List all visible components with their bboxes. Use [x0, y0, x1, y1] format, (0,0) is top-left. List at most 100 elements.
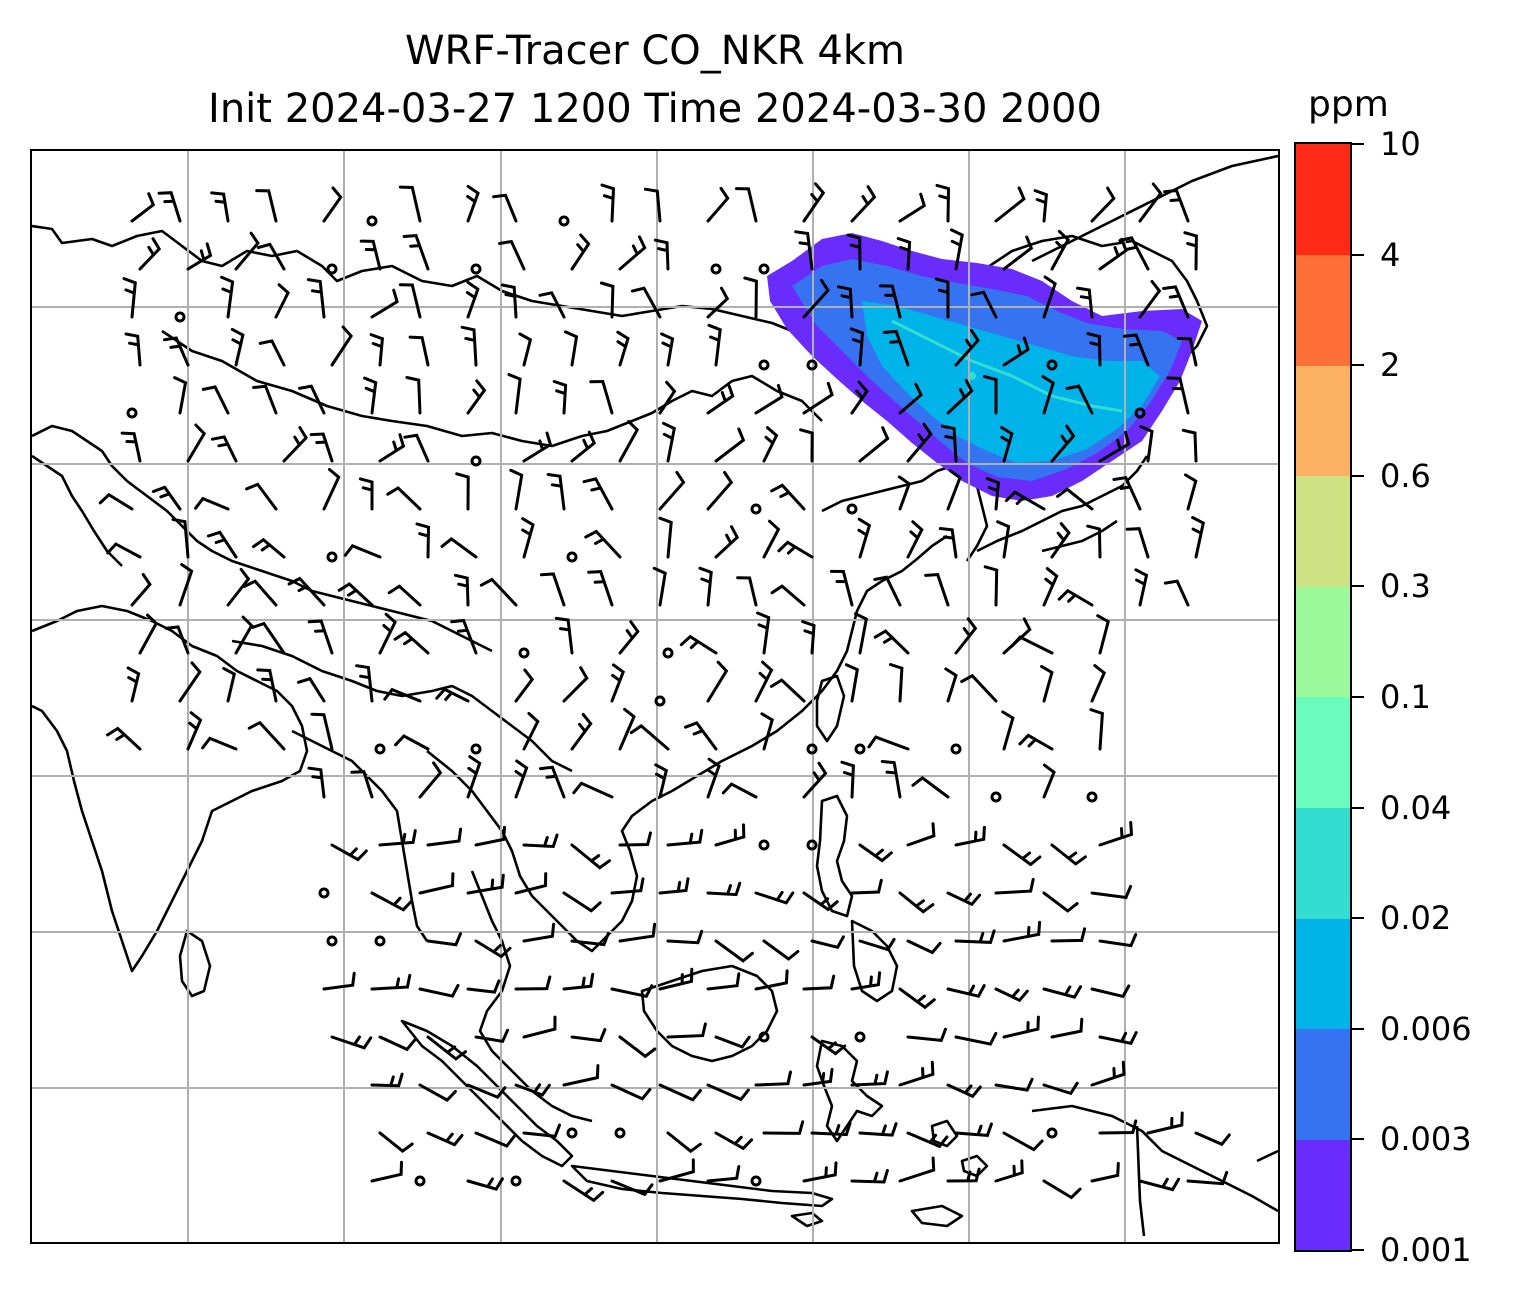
wind-barb	[770, 584, 806, 607]
wind-barb	[743, 276, 758, 319]
wind-barb	[426, 932, 462, 947]
wind-barb	[466, 184, 480, 223]
colorbar-segment	[1296, 1139, 1350, 1250]
wind-barb	[940, 424, 958, 463]
wind-barb	[1065, 384, 1094, 415]
wind-barb	[735, 187, 758, 223]
wind-barb	[850, 1169, 889, 1184]
wind-barb	[562, 1179, 605, 1203]
wind-barb	[206, 530, 238, 559]
colorbar-tick	[1352, 474, 1364, 477]
wind-barb	[310, 712, 334, 751]
wind-barb	[522, 1123, 561, 1138]
wind-barb	[466, 979, 501, 994]
wind-barb	[994, 1159, 1024, 1183]
wind-barb	[610, 984, 654, 999]
wind-barb	[954, 929, 996, 944]
plume-core	[862, 301, 1160, 463]
wind-calm-marker	[470, 455, 482, 467]
wind-barb	[1138, 279, 1162, 319]
wind-barb	[220, 275, 235, 319]
wind-barb	[256, 668, 278, 703]
wind-barb	[562, 1064, 600, 1087]
wind-barb	[938, 527, 958, 559]
wind-barb	[679, 634, 718, 655]
colorbar-segment	[1296, 144, 1350, 256]
wind-barb	[1194, 1131, 1231, 1147]
wind-barb	[1042, 275, 1057, 319]
wind-barb	[282, 426, 308, 463]
wind-barb	[1146, 1111, 1184, 1135]
wind-barb	[754, 969, 789, 991]
wind-barb	[440, 537, 478, 559]
wind-barb	[514, 668, 535, 703]
wind-barb	[466, 379, 487, 415]
wind-barb	[762, 1120, 805, 1135]
colorbar-tick-label: 0.003	[1380, 1120, 1472, 1159]
wind-barb	[564, 330, 579, 367]
wind-barb	[658, 470, 686, 511]
wind-barb	[850, 1070, 889, 1087]
wind-barb	[247, 720, 286, 751]
wind-calm-marker	[1134, 407, 1146, 419]
wind-barb	[873, 575, 902, 607]
wind-calm-marker	[326, 551, 338, 563]
wind-barb	[589, 379, 614, 415]
wind-barb	[398, 185, 422, 223]
wind-barb	[658, 877, 690, 895]
wind-barb	[378, 829, 417, 847]
wind-barb	[610, 1083, 652, 1101]
wind-calm-marker	[758, 359, 770, 371]
wind-barb	[514, 872, 548, 895]
colorbar-segment	[1296, 918, 1350, 1030]
wind-barb	[1090, 664, 1107, 703]
wind-barb	[1002, 617, 1032, 655]
wind-barb	[652, 566, 667, 607]
wind-barb	[850, 971, 882, 991]
wind-barb	[873, 629, 910, 655]
wind-barb	[1112, 475, 1142, 511]
wind-barb	[408, 335, 430, 367]
wind-barb	[610, 1179, 654, 1197]
wind-barb	[455, 472, 470, 511]
wind-barb	[378, 1131, 414, 1153]
wind-barb	[242, 579, 278, 607]
wind-calm-marker	[654, 695, 666, 707]
wind-barb	[370, 973, 412, 991]
wind-barb	[426, 1035, 467, 1061]
wind-barb	[1042, 891, 1079, 913]
wind-barb	[994, 186, 1026, 223]
wind-calm-marker	[374, 743, 386, 755]
wind-calm-marker	[750, 503, 762, 515]
wind-barb	[1162, 285, 1190, 319]
wind-barb	[518, 332, 533, 367]
wind-barb	[970, 290, 998, 319]
wind-calm-marker	[126, 407, 138, 419]
wind-barb	[1000, 426, 1014, 463]
wind-barb	[802, 1068, 834, 1087]
wind-barb	[418, 761, 443, 799]
wind-barb	[255, 189, 278, 223]
wind-barb	[618, 235, 647, 271]
map-canvas	[32, 151, 1278, 1242]
wind-barb	[307, 766, 326, 799]
wind-barb	[994, 877, 1035, 895]
wind-barb	[906, 1131, 949, 1149]
wind-barb	[418, 983, 460, 998]
wind-barb	[906, 422, 933, 463]
wind-barb	[1098, 933, 1138, 948]
wind-barb	[492, 193, 518, 223]
wind-barb	[946, 378, 974, 415]
wind-barb	[666, 1131, 702, 1154]
wind-barb	[714, 1035, 751, 1049]
wind-barb	[521, 517, 535, 559]
wind-barb	[1163, 579, 1190, 607]
wind-barb	[935, 183, 951, 223]
wind-calm-marker	[806, 359, 818, 371]
wind-barb	[946, 891, 982, 907]
wind-barb	[714, 939, 754, 963]
wind-barb	[226, 567, 251, 607]
colorbar-tick	[1352, 917, 1364, 920]
wind-barb	[358, 477, 374, 511]
wind-barb	[857, 517, 872, 559]
